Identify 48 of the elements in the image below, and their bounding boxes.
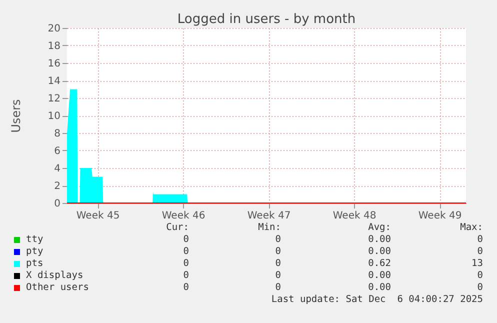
legend-label: pty bbox=[26, 246, 44, 258]
chart-title: Logged in users - by month bbox=[177, 12, 356, 27]
text: 0 bbox=[275, 270, 281, 282]
x-tick-label: Week 48 bbox=[332, 210, 376, 222]
text: 0.62 bbox=[368, 258, 391, 270]
text: 0 bbox=[477, 270, 483, 282]
x-tick-label: Week 47 bbox=[247, 210, 291, 222]
legend-label: Other users bbox=[26, 282, 89, 294]
legend-label: tty bbox=[26, 234, 44, 246]
y-tick-label: 20 bbox=[48, 24, 60, 34]
text: 0 bbox=[183, 270, 189, 282]
y-tick-label: 12 bbox=[48, 94, 60, 104]
text: 0 bbox=[183, 258, 189, 270]
text: 0 bbox=[477, 234, 483, 246]
x-tick-label: Week 46 bbox=[162, 210, 206, 222]
y-tick-label: 4 bbox=[54, 164, 60, 174]
text: 0 bbox=[477, 246, 483, 258]
text: 0 bbox=[183, 282, 189, 294]
text: 0 bbox=[183, 234, 189, 246]
text: Last update: Sat Dec 6 04:00:27 2025 bbox=[271, 294, 483, 306]
text: Avg: bbox=[368, 222, 391, 234]
text: 0 bbox=[275, 282, 281, 294]
y-tick-label: 14 bbox=[48, 76, 60, 87]
legend-label: X displays bbox=[26, 270, 84, 282]
text: Max: bbox=[460, 222, 483, 234]
y-tick-label: 18 bbox=[48, 41, 60, 52]
y-axis-title: Users bbox=[8, 99, 23, 133]
text: Cur: bbox=[166, 222, 189, 234]
text: 0.00 bbox=[368, 270, 391, 282]
text: 0.00 bbox=[368, 282, 391, 294]
legend-label: pts bbox=[26, 258, 44, 270]
y-tick-label: 0 bbox=[54, 198, 60, 210]
text: 13 bbox=[472, 258, 483, 270]
text: 0 bbox=[275, 258, 281, 270]
text: 0 bbox=[275, 234, 281, 246]
text: 0 bbox=[275, 246, 281, 258]
y-tick-label: 10 bbox=[48, 111, 60, 122]
x-tick-label: Week 49 bbox=[418, 210, 462, 222]
text: 0 bbox=[477, 282, 483, 294]
y-tick-label: 8 bbox=[54, 128, 60, 140]
text: Min: bbox=[258, 222, 281, 234]
text: 0 bbox=[183, 246, 189, 258]
y-tick-label: 6 bbox=[54, 146, 60, 157]
y-tick-label: 2 bbox=[54, 181, 60, 192]
text: 0.00 bbox=[368, 234, 391, 246]
text: 0.00 bbox=[368, 246, 391, 258]
x-tick-label: Week 45 bbox=[76, 210, 120, 222]
y-tick-label: 16 bbox=[48, 58, 60, 70]
